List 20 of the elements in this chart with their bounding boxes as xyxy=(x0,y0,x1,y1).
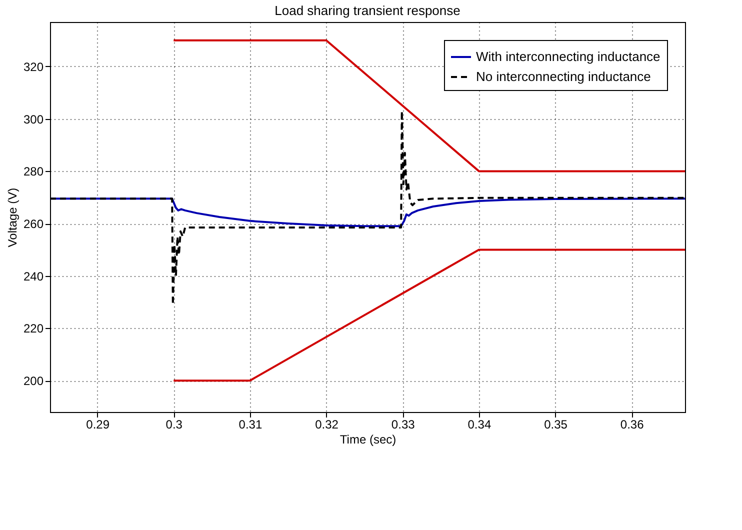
x-tick-label: 0.29 xyxy=(86,418,110,432)
y-tick-label: 240 xyxy=(23,269,44,284)
x-tick-label: 0.32 xyxy=(315,418,339,432)
y-tick-label: 300 xyxy=(23,112,44,126)
chart-title: Load sharing transient response xyxy=(274,3,460,18)
y-tick-label: 200 xyxy=(23,374,44,388)
x-axis-title: Time (sec) xyxy=(340,432,396,446)
x-tick-label: 0.34 xyxy=(468,418,492,432)
legend-label: With interconnecting inductance xyxy=(476,49,660,64)
y-axis-title: Voltage (V) xyxy=(5,188,20,248)
x-tick-label: 0.36 xyxy=(620,418,644,432)
y-tick-label: 320 xyxy=(23,60,44,74)
x-tick-label: 0.35 xyxy=(544,418,568,432)
y-tick-label: 220 xyxy=(23,322,44,336)
y-tick-label: 280 xyxy=(23,164,44,179)
legend-label: No interconnecting inductance xyxy=(476,69,651,84)
y-tick-label: 260 xyxy=(23,217,44,232)
x-tick-label: 0.31 xyxy=(238,418,262,432)
x-tick-label: 0.33 xyxy=(391,418,416,432)
x-tick-label: 0.3 xyxy=(166,418,183,432)
